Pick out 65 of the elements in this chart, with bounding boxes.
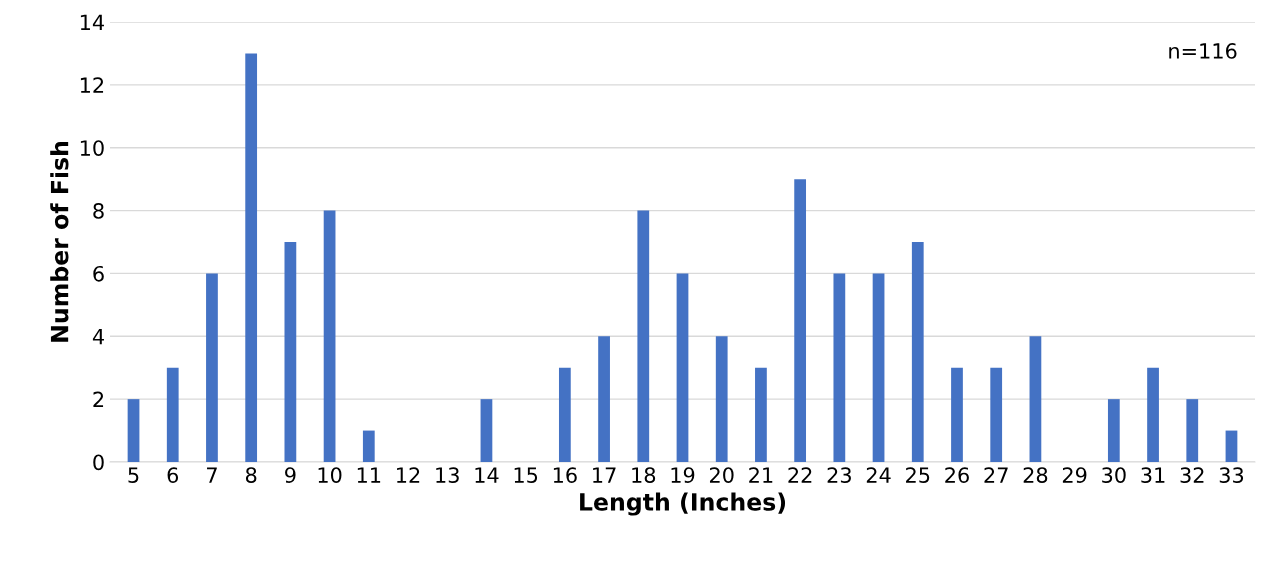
x-tick-label: 16 <box>553 467 577 483</box>
bar <box>206 273 218 462</box>
x-tick-label: 28 <box>1023 467 1048 483</box>
y-axis-title: Number of Fish <box>50 141 69 342</box>
bar <box>833 273 846 462</box>
x-tick-label: 24 <box>866 467 891 483</box>
bar <box>1029 336 1042 462</box>
x-tick-label: 32 <box>1180 467 1204 483</box>
x-tick-label: 33 <box>1219 467 1244 483</box>
bar <box>951 367 963 462</box>
y-tick-label: 10 <box>80 140 104 156</box>
bar <box>284 242 297 462</box>
y-tick-label: 14 <box>80 14 104 30</box>
y-tick-label: 0 <box>93 454 104 471</box>
x-tick-label: 25 <box>906 467 930 483</box>
y-tick-label: 4 <box>92 329 104 345</box>
x-tick-label: 27 <box>984 467 1008 483</box>
annotation: n=116 <box>1169 43 1237 59</box>
bar <box>245 53 258 462</box>
x-tick-label: 5 <box>128 467 139 483</box>
x-tick-label: 30 <box>1102 467 1126 483</box>
y-tick-label: 2 <box>93 391 104 408</box>
bar <box>480 399 493 462</box>
bar <box>1147 367 1159 462</box>
bar <box>676 273 689 462</box>
bar <box>598 336 610 462</box>
bar <box>558 367 571 462</box>
x-tick-label: 13 <box>436 467 459 483</box>
bar <box>911 242 924 462</box>
bar <box>362 430 375 462</box>
x-tick-label: 19 <box>671 467 695 483</box>
x-tick-label: 23 <box>827 467 851 483</box>
y-tick-label: 8 <box>93 203 104 219</box>
bar <box>1107 399 1120 462</box>
bar <box>166 367 179 462</box>
bar <box>1186 399 1199 462</box>
x-tick-label: 20 <box>709 467 734 483</box>
bar <box>637 210 650 462</box>
y-tick-label: 12 <box>80 77 104 93</box>
bar <box>715 336 728 462</box>
x-tick-label: 26 <box>945 467 969 483</box>
bar <box>794 179 807 462</box>
x-tick-label: 29 <box>1062 467 1087 483</box>
x-tick-label: 8 <box>245 467 257 483</box>
x-tick-label: 7 <box>207 467 217 483</box>
bar <box>872 273 885 462</box>
x-tick-label: 14 <box>475 467 499 483</box>
bar <box>755 367 767 462</box>
bar <box>990 367 1003 462</box>
x-tick-label: 15 <box>514 467 538 483</box>
x-tick-label: 21 <box>749 467 773 483</box>
x-tick-label: 11 <box>357 467 381 483</box>
x-tick-label: 10 <box>318 467 342 483</box>
x-tick-label: 6 <box>167 467 179 483</box>
x-tick-label: 18 <box>632 467 656 483</box>
x-tick-label: 9 <box>285 467 296 483</box>
x-tick-label: 31 <box>1141 467 1165 483</box>
x-tick-label: 12 <box>397 467 420 483</box>
x-tick-label: 22 <box>788 467 812 483</box>
bar <box>127 399 140 462</box>
x-tick-label: 17 <box>593 467 616 483</box>
bar <box>1225 430 1238 462</box>
y-tick-label: 6 <box>93 265 104 282</box>
bar <box>323 210 336 462</box>
x-axis-title: Length (Inches) <box>580 492 786 516</box>
